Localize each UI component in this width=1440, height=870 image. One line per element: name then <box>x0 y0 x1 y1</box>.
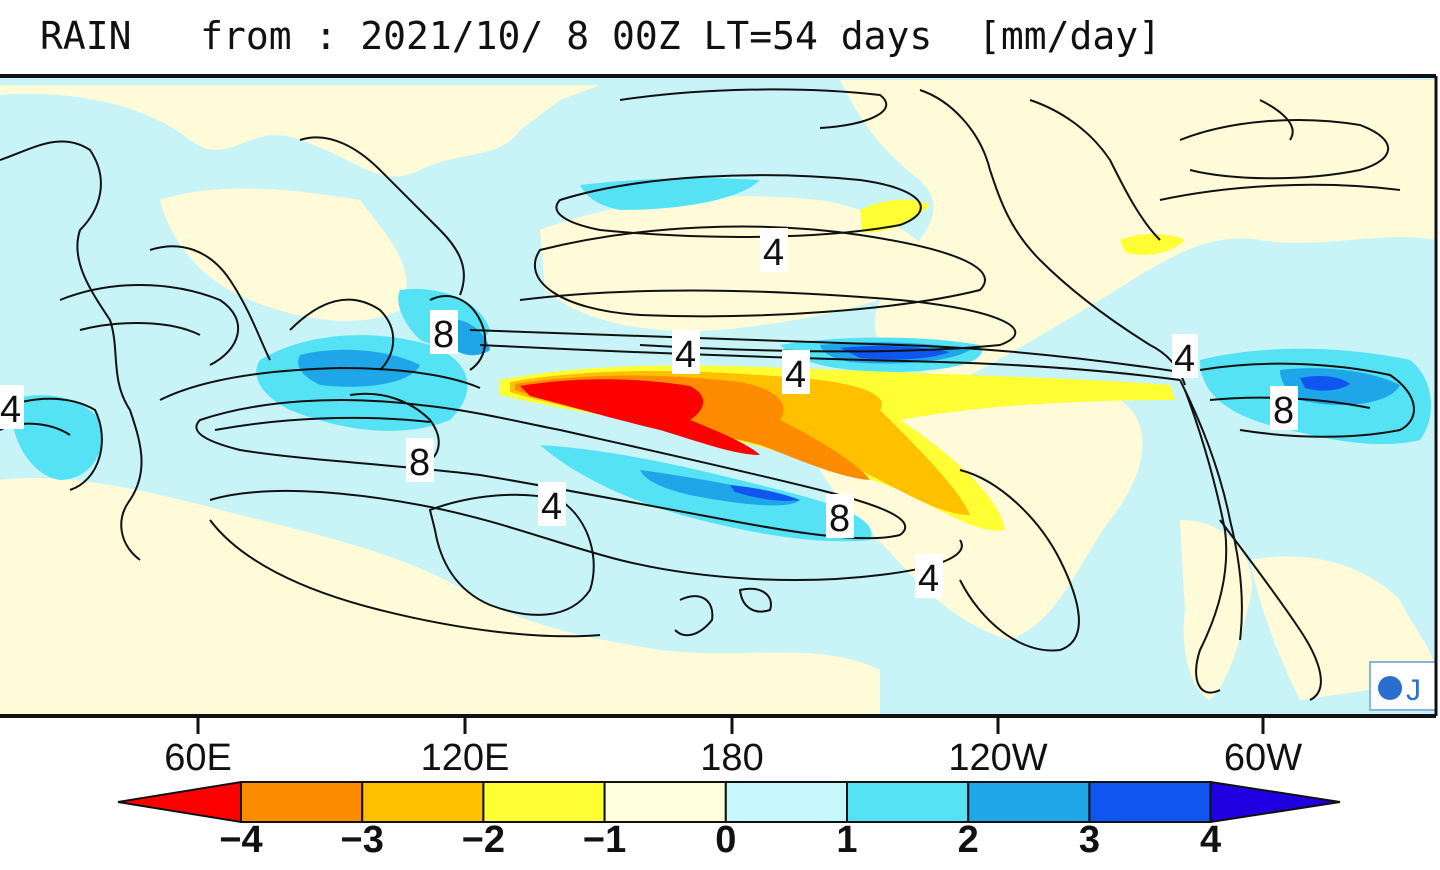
contour-label-4-e: 4 <box>918 558 939 600</box>
contour-label: 8 <box>826 494 854 540</box>
contour-label: 4 <box>0 385 24 431</box>
colorbar-arrow-right <box>1209 780 1341 824</box>
contour-label: 8 <box>430 310 458 356</box>
dry-patch-north-pacific <box>860 199 930 233</box>
colorbar-tick-label: −3 <box>341 819 384 861</box>
contour-label: 8 <box>406 438 434 484</box>
contour-label: 4 <box>1172 334 1198 380</box>
lon-tick-label: 60E <box>164 737 232 779</box>
lon-tick-label: 120E <box>421 737 510 779</box>
colorbar-tick-label: 4 <box>1200 819 1221 861</box>
contour-label: 4 <box>538 482 566 528</box>
colorbar-tick-label: 3 <box>1079 819 1100 861</box>
map-area: 4 4 4 4 4 4 4 8 8 8 8 J <box>0 78 1436 715</box>
contour-label-4-a: 4 <box>763 232 784 274</box>
colorbar-segment <box>603 781 727 823</box>
contour-label-4-f: 4 <box>0 389 21 431</box>
colorbar-tick-label: −4 <box>219 819 262 861</box>
dry-anomaly-tongue <box>500 365 1175 531</box>
contour-label: 4 <box>672 330 700 376</box>
contour-label: 8 <box>1270 386 1298 432</box>
logo-letter: J <box>1406 674 1421 707</box>
colorbar-arrow-left <box>117 780 242 824</box>
contour-label: 4 <box>782 350 810 396</box>
contour-label-4-d: 4 <box>541 486 562 528</box>
colorbar-segment <box>846 781 970 823</box>
colorbar-tick-label: 2 <box>958 819 979 861</box>
contour-label-4-g: 4 <box>1174 338 1195 380</box>
coastlines <box>0 89 1322 701</box>
lon-tick-label: 180 <box>700 737 763 779</box>
colorbar-tick-label: 1 <box>836 819 857 861</box>
colorbar-tick-label: −1 <box>583 819 626 861</box>
lon-tick-label: 60W <box>1224 737 1302 779</box>
colorbar-segment <box>240 781 364 823</box>
contour-label: 4 <box>760 228 788 274</box>
longitude-axis: 60E 120E 180 120W 60W <box>164 716 1302 779</box>
colorbar-tick-label: −2 <box>462 819 505 861</box>
colorbar-segment <box>482 781 606 823</box>
contour-labels: 4 4 4 4 4 4 4 8 8 8 8 <box>0 228 1298 600</box>
contour-lines <box>0 88 1415 652</box>
colorbar-segment <box>967 781 1091 823</box>
colorbar-segment <box>361 781 485 823</box>
contour-label: 4 <box>915 554 943 600</box>
contour-label-4-c: 4 <box>785 354 806 396</box>
colorbar-segment <box>724 781 848 823</box>
colorbar-segment <box>1088 781 1212 823</box>
colorbar-tick-label: 0 <box>715 819 736 861</box>
lon-tick-label: 120W <box>948 737 1047 779</box>
contour-label-4-b: 4 <box>675 334 696 376</box>
agency-logo: J <box>1369 661 1436 711</box>
contour-label-8-d: 8 <box>1273 390 1294 432</box>
contour-label-8-a: 8 <box>433 314 454 356</box>
dry-patch-gulf <box>1120 234 1185 255</box>
contour-label-8-b: 8 <box>409 442 430 484</box>
contour-label-8-c: 8 <box>829 498 850 540</box>
colorbar: −4 −3 −2 −1 0 1 2 3 4 <box>117 780 1341 861</box>
map-title: RAIN from : 2021/10/ 8 00Z LT=54 days [m… <box>40 14 1162 58</box>
